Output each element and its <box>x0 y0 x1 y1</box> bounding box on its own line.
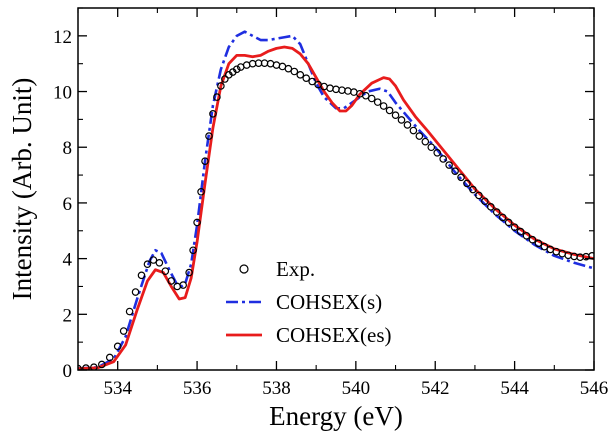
exp-data-point <box>82 364 90 370</box>
exp-data-point <box>486 203 495 211</box>
y-tick-label: 2 <box>63 305 73 326</box>
exp-data-point <box>173 282 182 291</box>
exp-data-point <box>367 94 376 103</box>
x-tick-label: 536 <box>183 378 212 399</box>
ticks-layer: 534 536 538 540 542 544 546 0 2 4 6 8 10 12 <box>53 7 609 399</box>
y-tick-label: 0 <box>63 361 73 382</box>
exp-data-point <box>221 75 229 83</box>
exp-data-point <box>361 91 370 100</box>
exp-data-point <box>205 132 213 140</box>
y-tick-label: 4 <box>63 250 73 271</box>
exp-data-point <box>385 106 394 115</box>
exp-data-point <box>290 67 299 76</box>
exp-data-point <box>540 242 549 251</box>
legend-marker-exp <box>239 264 249 274</box>
exp-data-point <box>445 161 453 169</box>
exp-data-point <box>242 61 251 69</box>
exp-data-point <box>232 65 241 74</box>
y-axis-title: Intensity (Arb. Unit) <box>7 78 37 301</box>
exp-data-point <box>119 327 128 335</box>
exp-data-point <box>439 155 447 163</box>
exp-data-point <box>161 267 170 275</box>
exp-data-point <box>296 71 305 79</box>
plot-frame <box>77 7 595 371</box>
x-tick-label: 544 <box>500 378 529 399</box>
exp-data-point <box>504 218 513 227</box>
exp-data-point <box>90 363 98 370</box>
exp-data-point <box>463 179 471 188</box>
series-layer <box>78 30 594 370</box>
exp-data-point <box>201 157 209 165</box>
exp-data-point <box>409 126 418 135</box>
exp-data-point <box>522 231 531 240</box>
exp-data-point <box>149 256 158 264</box>
exp-data-point <box>125 307 134 316</box>
exp-data-point <box>344 87 352 95</box>
exp-data-point <box>266 59 275 68</box>
series-line-cohsex-s <box>78 30 594 370</box>
exp-data-point <box>492 208 501 216</box>
legend: Exp. COHSEX(s) COHSEX(es) <box>226 257 392 347</box>
exp-data-point <box>137 271 146 280</box>
exp-data-point <box>528 235 537 244</box>
legend-label-cohsex-es: COHSEX(es) <box>276 323 392 347</box>
x-tick-label: 538 <box>262 378 291 399</box>
exp-data-point <box>193 218 201 227</box>
exp-data-point <box>105 353 114 362</box>
exp-data-point <box>326 84 334 93</box>
exp-data-point <box>415 132 424 140</box>
exp-data-point <box>284 64 293 73</box>
exp-data-point <box>427 143 436 152</box>
x-tick-label: 534 <box>103 378 132 399</box>
exp-data-point <box>421 137 430 146</box>
exp-data-point <box>457 173 465 182</box>
exp-data-point <box>510 223 519 231</box>
exp-data-point <box>98 360 106 369</box>
exp-data-point <box>391 111 400 120</box>
exp-data-point <box>397 116 406 124</box>
exp-data-point <box>209 110 217 118</box>
exp-data-point <box>185 268 193 277</box>
legend-label-cohsex-s: COHSEX(s) <box>276 290 382 314</box>
y-tick-label: 6 <box>63 194 73 215</box>
exp-data-point <box>167 277 176 285</box>
exp-data-point <box>272 61 281 69</box>
y-tick-label: 10 <box>53 83 72 104</box>
x-tick-label: 540 <box>342 378 371 399</box>
exp-data-point <box>143 260 152 268</box>
exp-data-point <box>113 342 122 351</box>
exp-data-point <box>217 82 225 90</box>
exp-data-point <box>213 93 221 101</box>
x-tick-label: 542 <box>421 378 450 399</box>
y-tick-label: 12 <box>53 27 72 48</box>
exp-data-point <box>131 288 140 296</box>
exp-data-point <box>534 239 543 248</box>
legend-label-exp: Exp. <box>276 257 315 281</box>
exp-data-point <box>564 251 573 260</box>
x-tick-label: 546 <box>580 378 609 399</box>
exp-data-point <box>155 258 164 267</box>
exp-data-point <box>469 185 477 194</box>
exp-data-point <box>179 281 187 289</box>
series-line-cohsex-es <box>78 45 594 370</box>
exp-data-point <box>403 121 412 129</box>
exp-data-point <box>516 227 525 236</box>
exp-data-point <box>451 167 459 175</box>
exp-data-point <box>570 252 578 261</box>
exp-data-point <box>302 74 311 82</box>
exp-data-point <box>189 246 197 255</box>
exp-data-point <box>197 187 205 196</box>
exp-data-point <box>433 149 442 157</box>
x-axis-title: Energy (eV) <box>269 401 403 431</box>
y-tick-label: 8 <box>63 138 73 159</box>
exp-data-point <box>481 197 489 206</box>
exp-data-point <box>308 77 316 86</box>
exp-data-point <box>379 102 388 110</box>
exp-data-point <box>498 213 507 222</box>
exp-data-point <box>475 191 483 200</box>
exp-data-point <box>332 85 340 94</box>
exp-data-point <box>373 98 382 106</box>
exp-data-point <box>338 86 346 94</box>
